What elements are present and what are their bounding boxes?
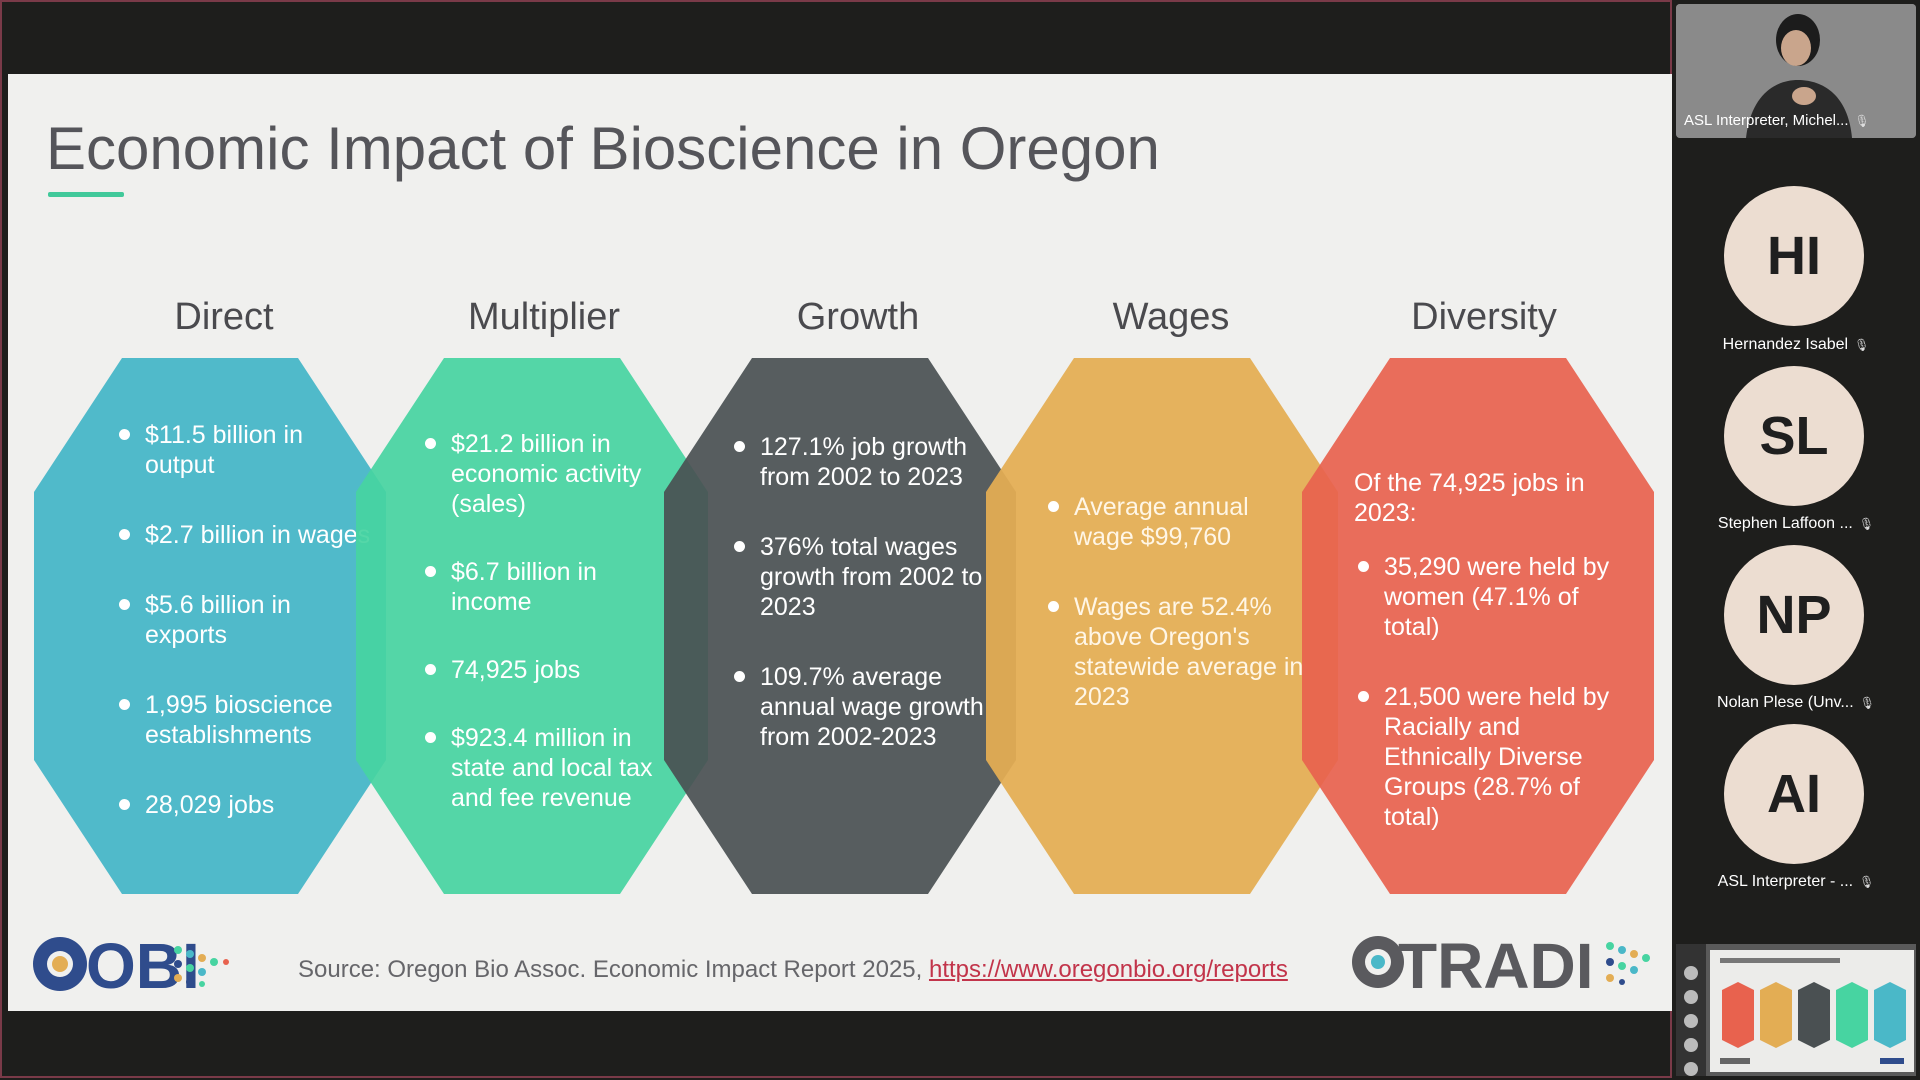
mic-off-icon: 🎙 — [1859, 875, 1875, 889]
video-name-label: ASL Interpreter, Michel... 🎙 — [1684, 112, 1870, 129]
mic-off-icon: 🎙 — [1858, 517, 1875, 531]
participant-name-2: Stephen Laffoon ... 🎙 — [1672, 515, 1920, 533]
direct-bullet-3: $5.6 billion in exports — [115, 590, 375, 650]
thumbnail-slide-preview — [1710, 950, 1914, 1072]
source-citation: Source: Oregon Bio Assoc. Economic Impac… — [298, 956, 1288, 984]
wages-text: Average annual wage $99,760 Wages are 52… — [1044, 492, 1314, 712]
presentation-slide: Economic Impact of Bioscience in Oregon … — [8, 74, 1672, 1011]
thumbnail-participant-strip — [1676, 944, 1706, 1076]
slide-title: Economic Impact of Bioscience in Oregon — [46, 115, 1160, 182]
diversity-text: Of the 74,925 jobs in 2023: 35,290 were … — [1354, 468, 1624, 832]
participant-name-text-2: Stephen Laffoon ... — [1717, 515, 1853, 532]
direct-bullet-1: $11.5 billion in output — [115, 420, 375, 480]
multiplier-bullet-3: 74,925 jobs — [421, 655, 676, 685]
screen-share-thumbnail[interactable] — [1676, 944, 1916, 1076]
wages-bullet-1: Average annual wage $99,760 — [1044, 492, 1314, 552]
heading-direct: Direct — [174, 296, 274, 338]
heading-diversity: Diversity — [1411, 296, 1557, 338]
interpreter-silhouette — [1676, 4, 1916, 138]
direct-bullet-5: 28,029 jobs — [115, 790, 375, 820]
participant-name-text-1: Hernandez Isabel — [1722, 336, 1849, 353]
participant-name-4: ASL Interpreter - ... 🎙 — [1672, 873, 1920, 891]
multiplier-text: $21.2 billion in economic activity (sale… — [421, 429, 676, 813]
heading-growth: Growth — [796, 296, 920, 338]
obi-logo: OBI — [28, 930, 238, 1002]
mic-off-icon: 🎙 — [1854, 338, 1870, 352]
hexagon-multiplier — [356, 358, 708, 894]
avatar-stephen-laffoon[interactable]: SL — [1724, 366, 1864, 506]
mic-off-icon: 🎙 — [1854, 114, 1870, 128]
source-link[interactable]: https://www.oregonbio.org/reports — [928, 956, 1288, 983]
growth-bullet-1: 127.1% job growth from 2002 to 2023 — [730, 432, 1000, 492]
growth-bullet-2: 376% total wages growth from 2002 to 202… — [730, 532, 1000, 622]
tradi-logo-text: TRADI — [1398, 930, 1594, 996]
wages-bullet-2: Wages are 52.4% above Oregon's statewide… — [1044, 592, 1314, 712]
participant-name-3: Nolan Plese (Unv... 🎙 — [1672, 694, 1920, 712]
interpreter-video-tile[interactable]: ASL Interpreter, Michel... 🎙 — [1676, 4, 1916, 138]
shared-screen-frame: Economic Impact of Bioscience in Oregon … — [0, 0, 1672, 1078]
avatar-asl-interpreter[interactable]: AI — [1724, 724, 1864, 864]
multiplier-bullet-4: $923.4 million in state and local tax an… — [421, 723, 676, 813]
heading-multiplier: Multiplier — [467, 296, 621, 338]
growth-text: 127.1% job growth from 2002 to 2023 376%… — [730, 432, 1000, 752]
avatar-nolan-plese[interactable]: NP — [1724, 545, 1864, 685]
video-participant-name: ASL Interpreter, Michel... — [1684, 112, 1849, 129]
mic-off-icon: 🎙 — [1859, 696, 1875, 710]
tradi-logo: TRADI — [1348, 928, 1658, 1002]
participant-name-1: Hernandez Isabel 🎙 — [1672, 336, 1920, 354]
avatar-hernandez-isabel[interactable]: HI — [1724, 186, 1864, 326]
growth-bullet-3: 109.7% average annual wage growth from 2… — [730, 662, 1000, 752]
obi-logo-text: OBI — [86, 932, 200, 996]
direct-bullet-4: 1,995 bioscience establishments — [115, 690, 375, 750]
diversity-bullet-2: 21,500 were held by Racially and Ethnica… — [1354, 682, 1624, 832]
hexagon-growth — [664, 358, 1016, 894]
participants-panel: ASL Interpreter, Michel... 🎙 HI Hernandez… — [1672, 0, 1920, 1080]
multiplier-bullet-2: $6.7 billion in income — [421, 557, 676, 617]
direct-bullet-2: $2.7 billion in wages — [115, 520, 375, 550]
hexagon-direct — [34, 358, 386, 894]
diversity-intro: Of the 74,925 jobs in 2023: — [1354, 469, 1585, 527]
diversity-bullet-1: 35,290 were held by women (47.1% of tota… — [1354, 552, 1624, 642]
title-underline — [48, 192, 124, 197]
heading-wages: Wages — [1112, 296, 1230, 338]
direct-text: $11.5 billion in output $2.7 billion in … — [115, 420, 375, 820]
hexagon-diversity — [1302, 358, 1654, 894]
source-text: Source: Oregon Bio Assoc. Economic Impac… — [298, 956, 929, 983]
multiplier-bullet-1: $21.2 billion in economic activity (sale… — [421, 429, 676, 519]
hexagon-wages — [986, 358, 1338, 894]
participant-name-text-3: Nolan Plese (Unv... — [1717, 694, 1854, 711]
participant-name-text-4: ASL Interpreter - ... — [1717, 873, 1854, 890]
